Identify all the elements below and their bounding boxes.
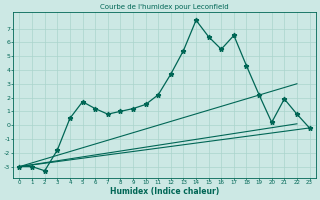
Title: Courbe de l'humidex pour Leconfield: Courbe de l'humidex pour Leconfield — [100, 4, 229, 10]
X-axis label: Humidex (Indice chaleur): Humidex (Indice chaleur) — [110, 187, 219, 196]
